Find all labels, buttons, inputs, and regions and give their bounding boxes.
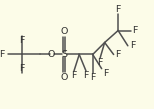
Text: F: F bbox=[97, 58, 103, 67]
Text: F: F bbox=[71, 71, 77, 80]
Text: O: O bbox=[61, 73, 68, 82]
Text: F: F bbox=[19, 36, 24, 45]
Text: F: F bbox=[90, 73, 95, 82]
Text: F: F bbox=[0, 50, 5, 59]
Text: F: F bbox=[133, 26, 138, 35]
Text: F: F bbox=[116, 50, 121, 59]
Text: F: F bbox=[130, 41, 135, 50]
Text: F: F bbox=[19, 64, 24, 73]
Text: S: S bbox=[61, 50, 67, 59]
Text: O: O bbox=[61, 27, 68, 36]
Text: F: F bbox=[103, 69, 108, 77]
Text: O: O bbox=[48, 50, 55, 59]
Text: F: F bbox=[116, 5, 121, 14]
Text: F: F bbox=[83, 71, 89, 80]
